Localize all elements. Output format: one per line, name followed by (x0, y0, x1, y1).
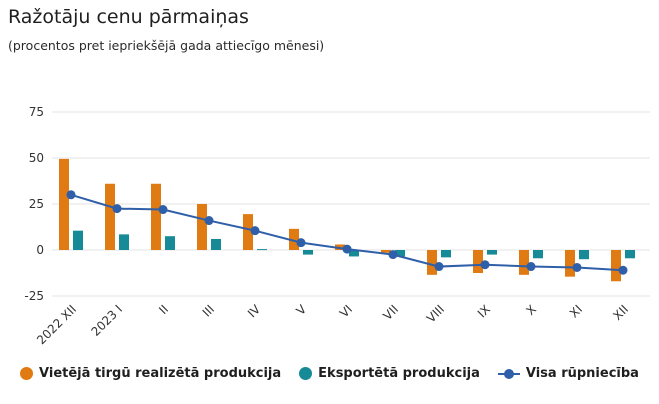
y-tick-label: 75 (29, 105, 44, 119)
legend-item-domestic[interactable]: Vietējā tirgū realizētā produkcija (20, 366, 281, 381)
point-total (158, 205, 168, 215)
x-tick-label: IX (475, 302, 493, 320)
bar-export (119, 234, 129, 250)
legend-swatch-domestic (20, 367, 34, 380)
point-total (572, 262, 582, 272)
x-tick-label: II (156, 302, 171, 317)
x-tick-label: IV (245, 302, 264, 321)
x-tick-label: XI (567, 302, 585, 320)
y-tick-label: 0 (36, 243, 44, 257)
point-total (434, 262, 444, 272)
bar-domestic (151, 183, 161, 250)
point-total (204, 216, 214, 226)
bar-export (625, 250, 635, 259)
bar-export (211, 238, 221, 250)
point-total (526, 262, 536, 272)
bar-domestic (519, 250, 529, 275)
bar-export (395, 250, 405, 257)
bar-export (533, 250, 543, 259)
bar-domestic (197, 204, 207, 250)
legend-item-total[interactable]: Visa rūpniecība (497, 366, 639, 381)
point-total (66, 190, 76, 200)
bar-domestic (473, 250, 483, 273)
bar-export (349, 250, 359, 257)
legend-swatch-export (299, 367, 313, 380)
point-total (112, 204, 122, 214)
chart-legend: Vietējā tirgū realizētā produkcija Ekspo… (0, 366, 659, 381)
y-tick-label: 50 (29, 151, 44, 165)
bar-export (303, 250, 313, 255)
x-tick-label: 2023 I (88, 302, 125, 339)
legend-label-export: Eksportētā produkcija (318, 366, 480, 381)
x-tick-label: X (523, 302, 539, 318)
bar-domestic (427, 250, 437, 275)
bar-export (441, 250, 451, 258)
chart-title: Ražotāju cenu pārmaiņas (8, 6, 249, 28)
bar-domestic (59, 158, 69, 250)
bar-domestic (243, 214, 253, 250)
point-total (250, 226, 260, 236)
bar-export (165, 236, 175, 250)
x-tick-label: VII (380, 302, 401, 323)
point-total (342, 244, 352, 254)
x-tick-label: 2022 XII (34, 302, 79, 347)
bar-export (257, 249, 267, 251)
bar-export (73, 230, 83, 250)
bar-domestic (381, 250, 391, 253)
legend-item-export[interactable]: Eksportētā produkcija (299, 366, 480, 381)
chart-subtitle: (procentos pret iepriekšējā gada attiecī… (8, 38, 325, 53)
bar-export (487, 250, 497, 255)
point-total (480, 260, 490, 270)
y-tick-label: -25 (24, 289, 44, 303)
x-tick-label: VI (337, 302, 355, 320)
bar-domestic (565, 250, 575, 277)
bar-domestic (105, 183, 115, 250)
x-tick-label: VIII (424, 302, 447, 325)
point-total (296, 238, 306, 248)
x-tick-label: XII (610, 302, 631, 323)
legend-label-total: Visa rūpniecība (525, 366, 639, 381)
x-tick-label: V (293, 302, 309, 318)
y-tick-label: 25 (29, 197, 44, 211)
point-total (618, 265, 628, 275)
legend-label-domestic: Vietējā tirgū realizētā produkcija (39, 366, 282, 381)
bar-domestic (611, 250, 621, 282)
legend-swatch-total (497, 368, 520, 380)
point-total (388, 250, 398, 260)
bar-domestic (289, 228, 299, 250)
bar-export (579, 250, 589, 260)
x-tick-label: III (200, 302, 217, 319)
